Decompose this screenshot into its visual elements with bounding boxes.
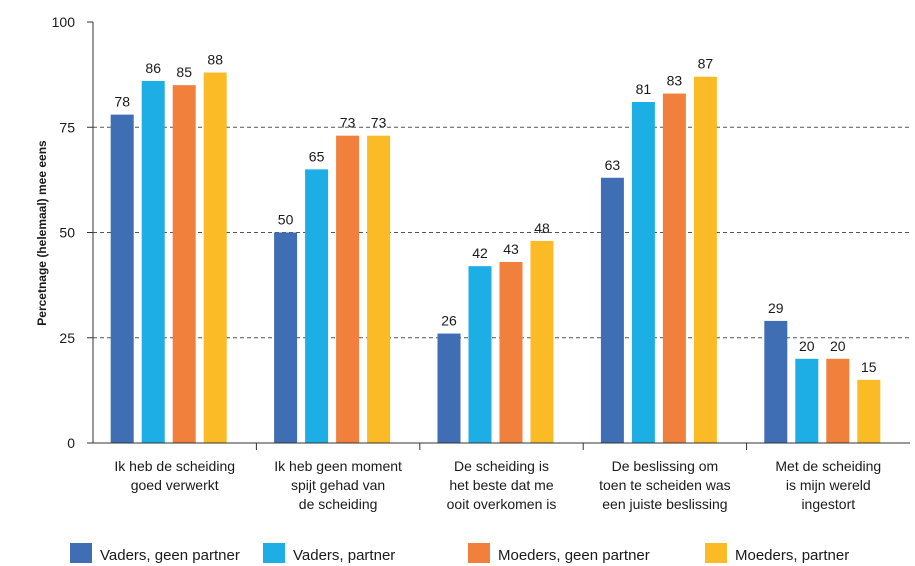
x-tick-label: een juiste beslissing [602, 496, 727, 512]
data-label: 85 [176, 64, 192, 80]
data-label: 50 [278, 212, 294, 228]
bar [764, 320, 788, 443]
data-label: 86 [145, 60, 161, 76]
x-tick-label: is mijn wereld [786, 477, 871, 493]
x-tick-label: De beslissing om [612, 458, 719, 474]
axes: 0 25 50 75 100 Ik heb de scheiding goed verwer… [52, 14, 910, 512]
bar [530, 240, 554, 443]
data-label: 42 [472, 245, 488, 261]
y-tick-label: 50 [59, 225, 75, 241]
bar [274, 232, 298, 443]
bar [141, 80, 165, 443]
legend: Vaders, geen partner Vaders, partner Moede… [70, 543, 849, 564]
data-label: 43 [503, 241, 519, 257]
legend-label: Moeders, partner [735, 547, 849, 564]
data-label: 63 [605, 157, 621, 173]
x-tick-label: ooit overkomen is [447, 496, 557, 512]
x-tick-label: Ik heb de scheiding [114, 458, 235, 474]
bars: 78 86 85 88 50 65 73 73 26 42 43 48 63 81 83 87 29 20 20 15 [110, 52, 881, 444]
bar [662, 93, 686, 443]
bar [367, 135, 391, 444]
x-tick-label: Met de scheiding [775, 458, 881, 474]
data-label: 48 [534, 220, 550, 236]
bar [437, 333, 461, 443]
x-tick-label: het beste dat me [449, 477, 554, 493]
data-label: 20 [830, 338, 846, 354]
bar [336, 135, 360, 444]
legend-swatch [705, 543, 727, 563]
y-tick-label: 75 [59, 119, 75, 135]
x-tick-label: Ik heb geen moment [274, 458, 402, 474]
y-axis-label: Percetnage (helemaal) mee eens [35, 140, 49, 326]
legend-swatch [70, 543, 92, 563]
data-label: 81 [636, 81, 652, 97]
y-tick-label: 100 [52, 14, 76, 30]
y-tick-label: 25 [59, 330, 75, 346]
data-label: 78 [114, 94, 130, 110]
legend-swatch [263, 543, 285, 563]
legend-label: Moeders, geen partner [498, 547, 650, 564]
x-tick-label: toen te scheiden was [599, 477, 731, 493]
legend-swatch [468, 543, 490, 563]
x-tick-label: spijt gehad van [291, 477, 385, 493]
bar [795, 358, 819, 443]
x-tick-label: De scheiding is [454, 458, 549, 474]
bar [172, 85, 196, 444]
bar [600, 177, 624, 443]
x-tick-label: de scheiding [299, 496, 378, 512]
data-label: 88 [207, 52, 223, 68]
data-label: 65 [309, 148, 325, 164]
legend-label: Vaders, geen partner [100, 547, 240, 564]
bar [203, 72, 227, 444]
bar [857, 379, 881, 443]
data-label: 73 [371, 115, 387, 131]
legend-label: Vaders, partner [293, 547, 395, 564]
bar [826, 358, 850, 443]
bar [305, 169, 329, 443]
bar [631, 101, 655, 444]
bar [499, 261, 523, 443]
data-label: 26 [441, 313, 457, 329]
y-tick-label: 0 [67, 435, 75, 451]
data-label: 73 [340, 115, 356, 131]
data-label: 20 [799, 338, 815, 354]
data-label: 29 [768, 300, 784, 316]
data-label: 83 [667, 73, 683, 89]
x-tick-label: ingestort [801, 496, 855, 512]
data-label: 15 [861, 359, 877, 375]
data-label: 87 [698, 56, 714, 72]
x-tick-label: goed verwerkt [131, 477, 219, 493]
bar [110, 114, 134, 444]
bar [693, 76, 717, 443]
bar [468, 266, 492, 443]
